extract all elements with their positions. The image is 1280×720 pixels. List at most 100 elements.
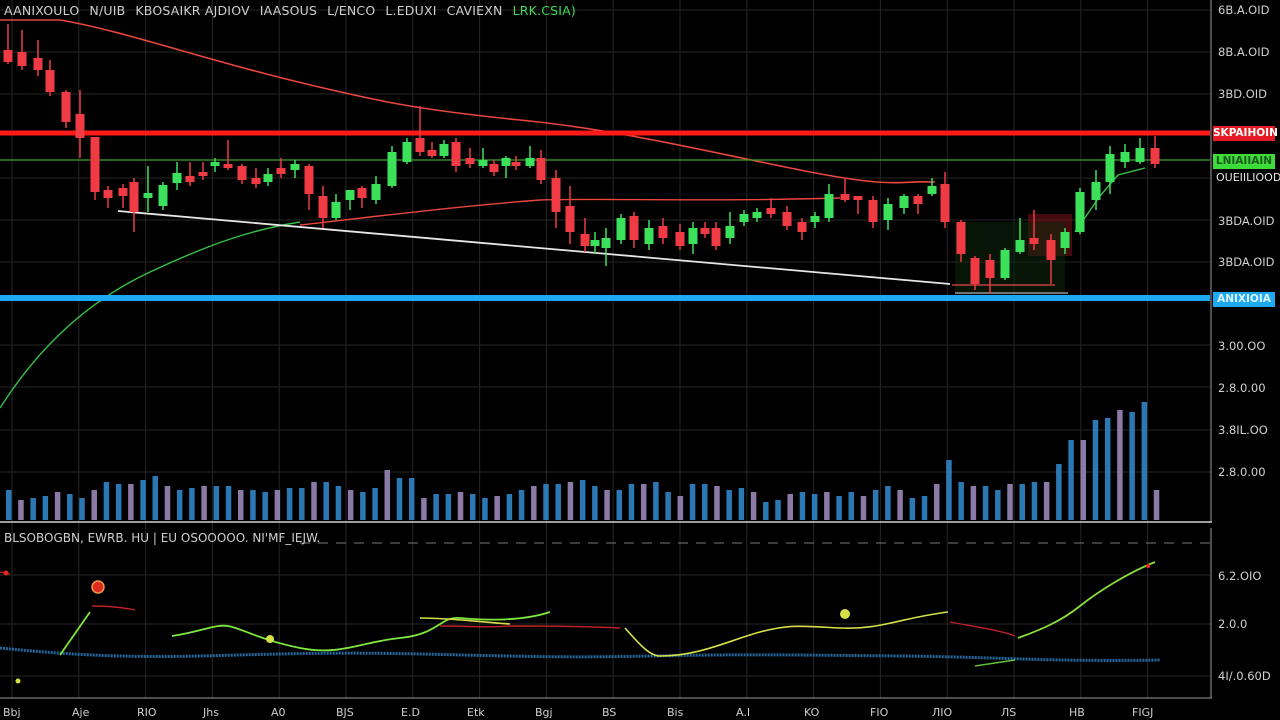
candle xyxy=(103,186,113,208)
signal-marker-yellow-1[interactable] xyxy=(266,635,274,643)
volume-bar xyxy=(653,482,659,520)
candle xyxy=(45,60,55,96)
signal-marker-small[interactable] xyxy=(15,678,21,684)
volume-bar xyxy=(1019,484,1025,520)
candle xyxy=(601,228,611,266)
axis-label: 8B.A.OID xyxy=(1218,45,1270,59)
axis-label: Bbj xyxy=(3,706,21,719)
volume-bar xyxy=(433,494,439,520)
volume-bar xyxy=(189,488,195,520)
candle xyxy=(75,90,85,158)
volume-bar xyxy=(494,496,500,520)
volume-bar xyxy=(543,484,549,520)
candle xyxy=(371,176,381,204)
candle xyxy=(331,194,341,220)
candle xyxy=(782,206,792,230)
volume-bar xyxy=(909,498,916,520)
candle xyxy=(478,148,488,168)
axis-label: 3BD.OID xyxy=(1218,87,1268,101)
volume-bar xyxy=(579,480,586,520)
volume-bar xyxy=(604,490,610,520)
candle xyxy=(797,218,807,240)
oscillator-tail xyxy=(974,659,1016,667)
volume-bar xyxy=(1031,482,1038,520)
volume-bar xyxy=(250,490,256,520)
header-item: L.EDUXI xyxy=(385,3,437,18)
candle xyxy=(580,218,590,252)
candle xyxy=(956,220,966,262)
volume-bar xyxy=(567,482,574,520)
candle xyxy=(868,196,878,228)
signal-marker-yellow-2[interactable] xyxy=(840,609,850,619)
volume-bar xyxy=(384,470,391,520)
candle xyxy=(536,150,546,184)
volume-bar xyxy=(640,484,647,520)
volume-bar xyxy=(1007,484,1013,520)
volume-bar xyxy=(1043,482,1050,520)
volume-bar xyxy=(665,492,671,520)
candle xyxy=(970,256,980,290)
volume-bar xyxy=(897,490,903,520)
candle xyxy=(927,178,937,196)
axis-label: 3.00.OO xyxy=(1218,339,1266,353)
volume-bar xyxy=(262,492,268,520)
volume-bar xyxy=(445,494,452,520)
volume-bar xyxy=(115,484,122,520)
volume-bar xyxy=(750,492,757,520)
candle xyxy=(427,142,437,158)
volume-bar xyxy=(946,460,952,520)
moving-average-green xyxy=(0,221,301,409)
candle xyxy=(357,186,367,208)
volume-bar xyxy=(763,502,769,520)
candle xyxy=(525,146,535,168)
candle xyxy=(824,184,834,222)
candle xyxy=(1000,248,1010,280)
candle xyxy=(985,254,995,294)
header-item: AANIXOULO xyxy=(4,3,80,18)
axis-label: KO xyxy=(804,706,820,719)
candle xyxy=(451,138,461,172)
axis-label: 3.8IL.OO xyxy=(1218,423,1268,437)
volume-bar xyxy=(152,476,159,520)
candle xyxy=(251,168,261,188)
header-item: N/UIB xyxy=(89,3,126,18)
volume-bar xyxy=(1056,464,1062,520)
volume-bar xyxy=(421,498,427,520)
volume-bar xyxy=(54,492,61,520)
header-item: IAASOUS xyxy=(259,3,318,18)
oscillator-baseline-blue xyxy=(0,646,1161,662)
candle xyxy=(345,190,355,210)
volume-bar xyxy=(457,492,464,520)
volume-bar xyxy=(286,488,293,520)
axis-label: Etk xyxy=(467,706,485,719)
volume-bar xyxy=(958,482,964,520)
candle xyxy=(489,160,499,176)
volume-bar xyxy=(299,488,305,520)
volume-bar xyxy=(323,482,329,520)
volume-bar xyxy=(1080,440,1087,520)
axis-label: HB xyxy=(1069,706,1085,719)
candle xyxy=(439,140,449,158)
signal-marker-red[interactable] xyxy=(91,580,105,594)
candle xyxy=(415,106,425,156)
candle xyxy=(913,194,923,214)
axis-label: Bis xyxy=(667,706,684,719)
volume-bar xyxy=(677,496,684,520)
volume-bar xyxy=(738,488,745,520)
axis-label: E.D xyxy=(401,706,420,719)
axis-label: Jhs xyxy=(203,706,219,719)
candle xyxy=(658,218,668,244)
axis-label: FIO xyxy=(870,706,889,719)
signal-dot-1 xyxy=(3,570,9,576)
candle xyxy=(143,166,153,212)
chart-grid xyxy=(0,0,1210,698)
volume-bar xyxy=(225,486,232,520)
volume-bar xyxy=(518,490,525,520)
volume-bar xyxy=(360,492,366,520)
candle xyxy=(1120,144,1130,168)
volume-bar xyxy=(885,486,891,520)
volume-bar xyxy=(616,490,623,520)
volume-bar xyxy=(934,484,940,520)
candle xyxy=(3,24,13,64)
